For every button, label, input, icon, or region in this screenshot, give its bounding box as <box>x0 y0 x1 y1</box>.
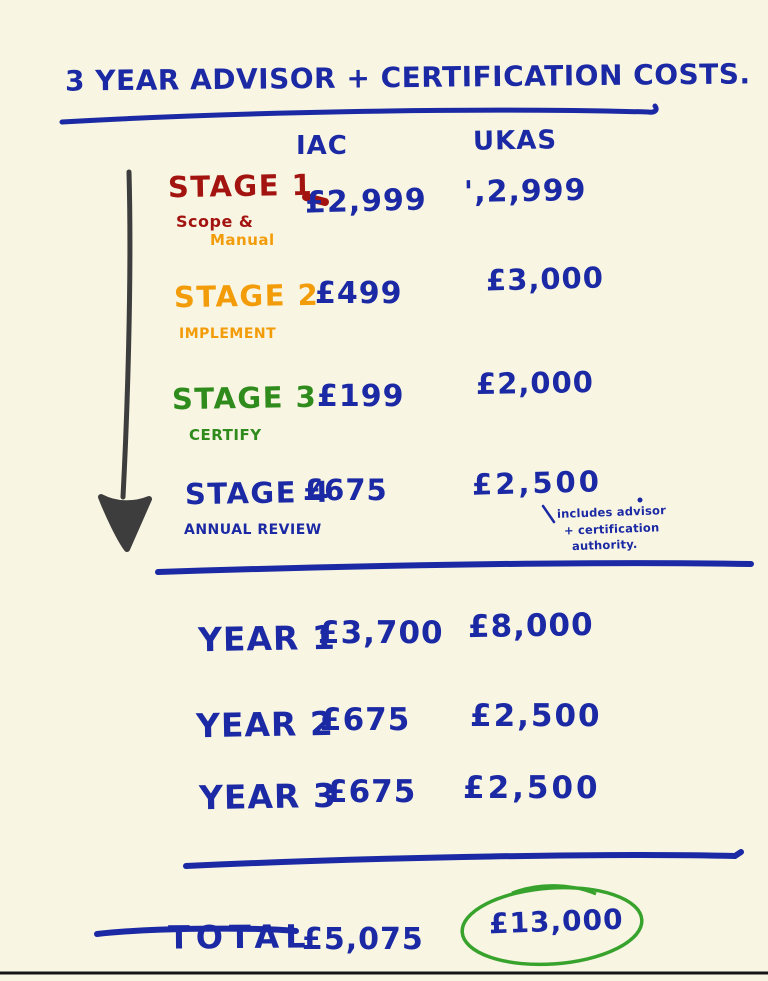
divider-line-top <box>155 560 754 575</box>
stage3-sublabel-certify: CERTIFY <box>189 426 262 444</box>
stage2-ukas-value: £3,000 <box>485 260 605 298</box>
stage4-note-line1: includes advisor <box>556 503 667 521</box>
stage2-iac-value: £499 <box>315 276 403 311</box>
year3-ukas-value: £2,500 <box>463 770 601 806</box>
page-title: 3 YEAR ADVISOR + CERTIFICATION COSTS. <box>64 57 751 98</box>
stage1-iac-value: £2,999 <box>304 182 428 221</box>
year2-iac-value: £675 <box>320 702 411 738</box>
year3-iac-value: £675 <box>326 774 417 810</box>
stage3-iac-value: £199 <box>317 379 405 414</box>
stray-dot <box>637 497 643 503</box>
stage4-note-line2: + certification <box>563 520 660 538</box>
stage2-sublabel-implement: IMPLEMENT <box>179 326 277 342</box>
stage3-label: STAGE 3 <box>171 379 318 417</box>
title-underline <box>59 103 659 125</box>
year2-label: YEAR 2 <box>195 703 335 746</box>
year3-label: YEAR 3 <box>198 775 338 818</box>
year2-ukas-value: £2,500 <box>470 698 602 734</box>
down-arrow-shaft <box>120 169 133 500</box>
stage4-iac-value: £675 <box>303 473 388 507</box>
total-iac-value: £5,075 <box>302 922 424 957</box>
year1-iac-value: £3,700 <box>318 615 444 651</box>
column-header-iac: IAC <box>296 131 348 161</box>
stage1-sublabel-manual: Manual <box>210 231 275 249</box>
divider-line-bottom <box>183 849 744 869</box>
stage1-sublabel-scope: Scope & <box>176 212 254 231</box>
stage2-label: STAGE 2 <box>173 277 320 315</box>
note-pointer-stroke <box>541 504 556 524</box>
stage3-ukas-value: £2,000 <box>475 364 595 402</box>
total-highlight-circle-overlap <box>511 884 597 896</box>
stage1-label: STAGE 1 <box>167 167 314 205</box>
stage4-sublabel-annual-review: ANNUAL REVIEW <box>184 522 322 538</box>
year1-ukas-value: £8,000 <box>467 606 594 646</box>
year1-label: YEAR 1 <box>197 617 337 660</box>
stage4-ukas-value: £2,500 <box>471 464 603 502</box>
total-ukas-value: £13,000 <box>488 902 625 941</box>
stage1-ukas-value: ',2,999 <box>463 172 587 211</box>
down-arrow-head <box>98 494 152 552</box>
stage4-note-line3: authority. <box>571 536 638 554</box>
column-header-ukas: UKAS <box>472 125 558 157</box>
total-label: TOTAL <box>167 917 312 957</box>
